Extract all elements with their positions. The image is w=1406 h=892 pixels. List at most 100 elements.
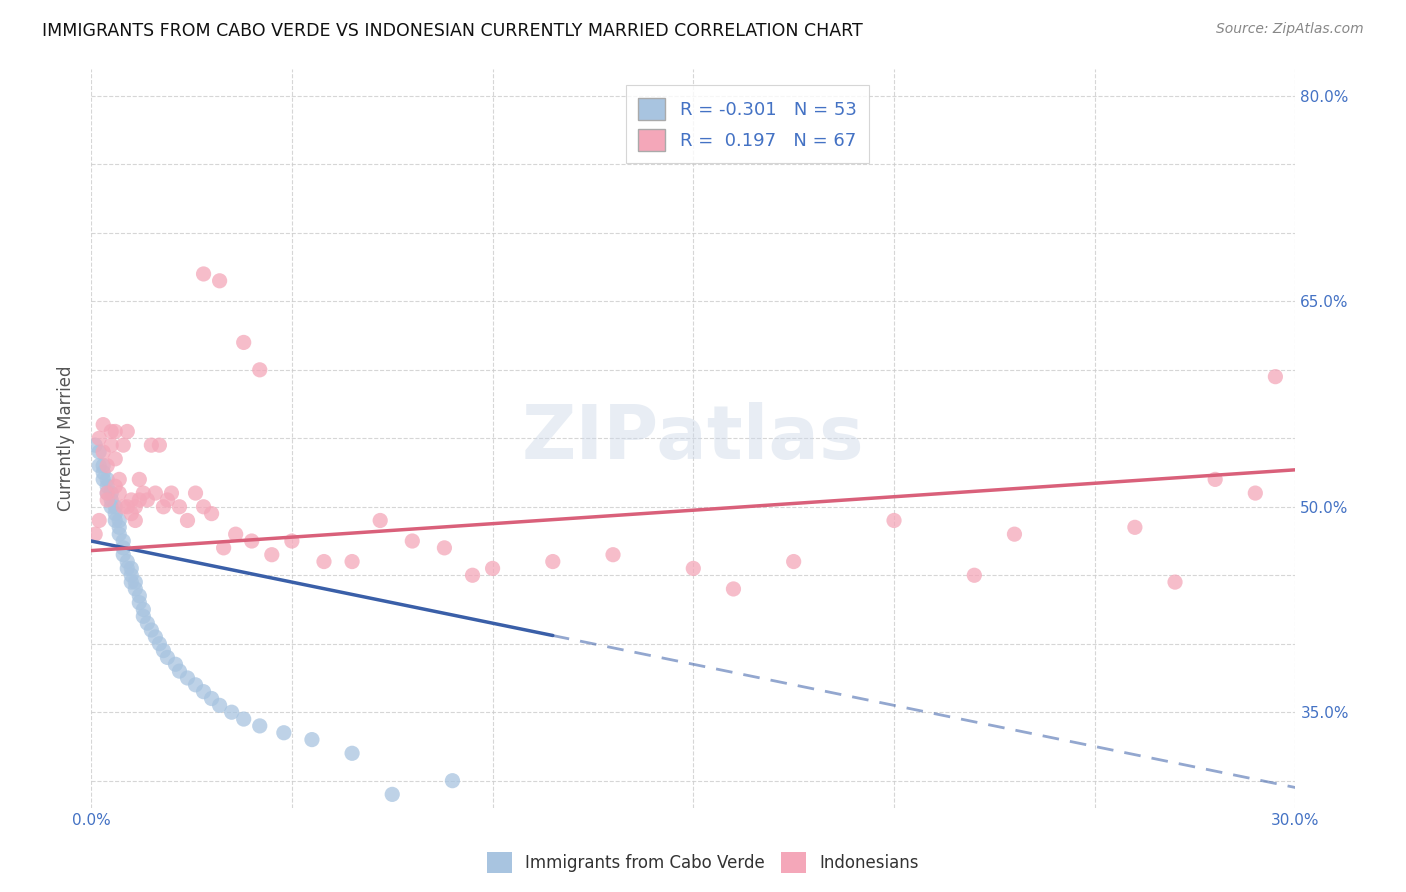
Point xyxy=(112,534,135,549)
Point xyxy=(184,678,207,692)
Point xyxy=(176,513,198,527)
Point xyxy=(91,472,114,486)
Point xyxy=(273,725,295,739)
Point xyxy=(128,492,150,507)
Point xyxy=(193,500,215,514)
Point xyxy=(401,534,423,549)
Point xyxy=(120,575,142,590)
Point xyxy=(89,513,111,527)
Point xyxy=(120,492,142,507)
Point xyxy=(481,561,503,575)
Point xyxy=(723,582,745,596)
Point xyxy=(1244,486,1267,500)
Point xyxy=(120,561,142,575)
Point xyxy=(184,486,207,500)
Point xyxy=(1164,575,1187,590)
Point xyxy=(108,486,131,500)
Point xyxy=(152,643,174,657)
Point xyxy=(441,773,464,788)
Point xyxy=(96,486,118,500)
Point xyxy=(112,548,135,562)
Point xyxy=(225,527,247,541)
Point xyxy=(84,527,107,541)
Point xyxy=(461,568,484,582)
Point xyxy=(91,466,114,480)
Point xyxy=(91,458,114,473)
Text: IMMIGRANTS FROM CABO VERDE VS INDONESIAN CURRENTLY MARRIED CORRELATION CHART: IMMIGRANTS FROM CABO VERDE VS INDONESIAN… xyxy=(42,22,863,40)
Point xyxy=(91,445,114,459)
Point xyxy=(100,486,122,500)
Point xyxy=(104,425,127,439)
Point xyxy=(141,438,163,452)
Point xyxy=(249,363,271,377)
Point xyxy=(883,513,905,527)
Point xyxy=(100,500,122,514)
Point xyxy=(136,492,159,507)
Point xyxy=(124,500,146,514)
Point xyxy=(368,513,391,527)
Point xyxy=(132,486,155,500)
Point xyxy=(128,596,150,610)
Point xyxy=(240,534,263,549)
Point xyxy=(433,541,456,555)
Point xyxy=(96,472,118,486)
Point xyxy=(108,527,131,541)
Text: ZIPatlas: ZIPatlas xyxy=(522,401,865,475)
Point xyxy=(112,438,135,452)
Point xyxy=(124,513,146,527)
Point xyxy=(104,513,127,527)
Point xyxy=(682,561,704,575)
Point xyxy=(156,650,179,665)
Point xyxy=(117,500,139,514)
Point xyxy=(104,500,127,514)
Point xyxy=(1004,527,1026,541)
Point xyxy=(208,274,231,288)
Point xyxy=(281,534,304,549)
Point xyxy=(340,747,363,761)
Point xyxy=(176,671,198,685)
Point xyxy=(124,582,146,596)
Point xyxy=(108,472,131,486)
Point xyxy=(221,705,243,719)
Point xyxy=(104,507,127,521)
Point xyxy=(104,479,127,493)
Legend: Immigrants from Cabo Verde, Indonesians: Immigrants from Cabo Verde, Indonesians xyxy=(479,846,927,880)
Point xyxy=(160,486,183,500)
Point xyxy=(96,458,118,473)
Legend: R = -0.301   N = 53, R =  0.197   N = 67: R = -0.301 N = 53, R = 0.197 N = 67 xyxy=(626,85,869,163)
Point xyxy=(120,507,142,521)
Point xyxy=(89,445,111,459)
Point xyxy=(112,500,135,514)
Point xyxy=(963,568,986,582)
Point xyxy=(117,561,139,575)
Point xyxy=(120,568,142,582)
Point xyxy=(108,520,131,534)
Point xyxy=(1264,369,1286,384)
Point xyxy=(117,555,139,569)
Point xyxy=(96,486,118,500)
Point xyxy=(89,458,111,473)
Y-axis label: Currently Married: Currently Married xyxy=(58,366,75,511)
Point xyxy=(152,500,174,514)
Point xyxy=(104,451,127,466)
Point xyxy=(200,507,222,521)
Point xyxy=(602,548,624,562)
Point xyxy=(340,555,363,569)
Point xyxy=(132,609,155,624)
Point xyxy=(232,335,254,350)
Point xyxy=(541,555,564,569)
Point xyxy=(169,664,191,678)
Point xyxy=(128,589,150,603)
Point xyxy=(108,513,131,527)
Point xyxy=(1204,472,1226,486)
Point xyxy=(249,719,271,733)
Point xyxy=(193,684,215,698)
Point xyxy=(141,623,163,637)
Point xyxy=(84,438,107,452)
Point xyxy=(132,602,155,616)
Point xyxy=(381,788,404,802)
Point xyxy=(128,472,150,486)
Text: Source: ZipAtlas.com: Source: ZipAtlas.com xyxy=(1216,22,1364,37)
Point xyxy=(91,417,114,432)
Point xyxy=(148,637,170,651)
